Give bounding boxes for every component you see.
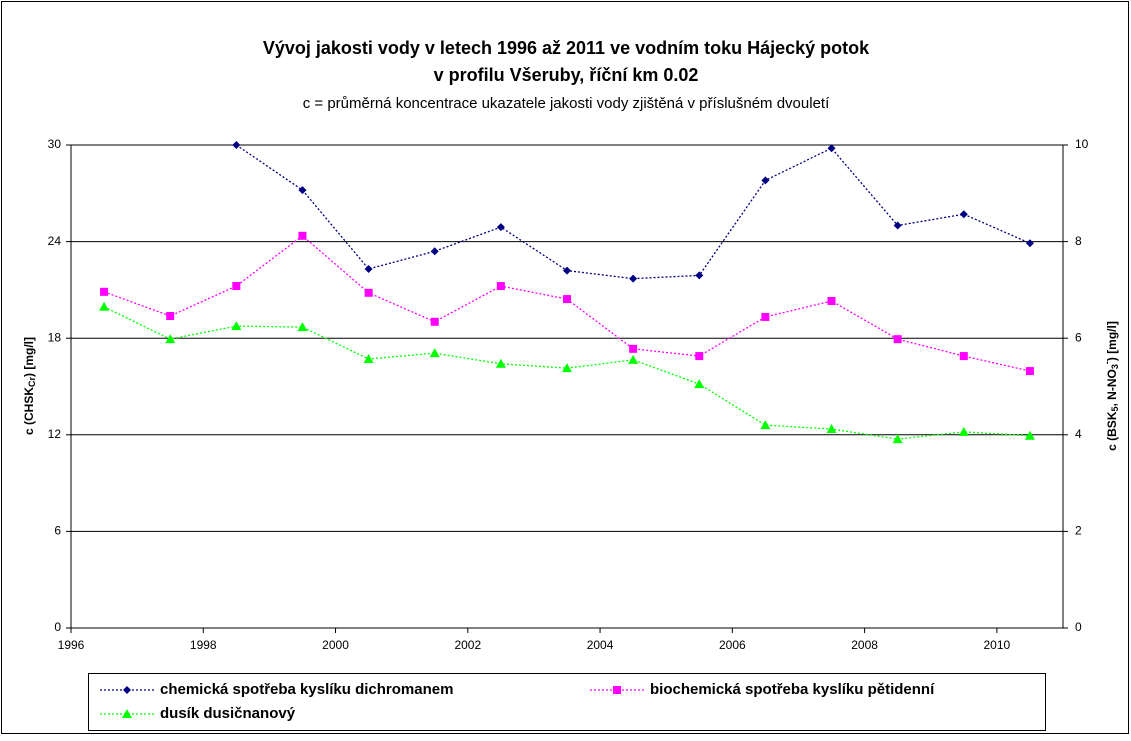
legend-label: dusík dusičnanový <box>160 705 296 722</box>
marker <box>1025 239 1034 248</box>
label-part: , N-NO <box>1105 369 1119 406</box>
chart-title: v profilu Všeruby, říční km 0.02 <box>434 65 699 85</box>
y-tick-label: 18 <box>48 330 62 344</box>
marker <box>495 358 506 368</box>
x-tick-label: 2010 <box>984 638 1011 652</box>
marker <box>99 301 110 311</box>
marker <box>760 420 771 430</box>
y2-axis-label: c (BSK5, N-NO3-) [mg/l] <box>1102 321 1120 451</box>
y2-tick-label: 8 <box>1075 234 1082 248</box>
marker <box>563 266 571 275</box>
y2-tick-label: 2 <box>1075 524 1082 538</box>
label-part: 5 <box>1110 407 1120 412</box>
label-part: Cr <box>27 377 37 387</box>
marker <box>695 271 704 280</box>
label-part: - <box>1102 361 1112 364</box>
marker <box>628 354 639 364</box>
legend <box>88 673 1046 731</box>
marker <box>165 334 176 344</box>
y2-tick-label: 10 <box>1075 137 1089 151</box>
marker <box>563 295 571 304</box>
x-tick-label: 2008 <box>851 638 878 652</box>
marker <box>122 709 132 718</box>
marker <box>430 247 439 256</box>
marker <box>1025 367 1034 376</box>
y-tick-label: 24 <box>48 234 62 248</box>
y-tick-label: 12 <box>48 427 62 441</box>
marker <box>761 176 770 185</box>
label-part: c (CHSK <box>22 387 36 435</box>
x-tick-label: 2004 <box>587 638 614 652</box>
y2-tick-label: 4 <box>1075 427 1082 441</box>
marker <box>166 311 175 320</box>
marker <box>364 264 373 273</box>
marker <box>629 344 638 353</box>
marker <box>496 282 505 291</box>
marker <box>363 353 374 363</box>
marker <box>364 288 373 297</box>
marker <box>429 348 440 358</box>
label-part: c (BSK <box>1105 411 1119 451</box>
marker <box>231 321 242 331</box>
marker <box>232 282 241 291</box>
label-part: ) [mg/l] <box>22 337 36 377</box>
marker <box>1024 430 1035 440</box>
y-tick-label: 6 <box>54 524 61 538</box>
marker <box>958 426 969 436</box>
marker <box>959 352 968 361</box>
y-tick-label: 30 <box>48 137 62 151</box>
marker <box>123 686 131 694</box>
x-tick-label: 2000 <box>322 638 349 652</box>
marker <box>694 379 705 389</box>
marker <box>827 144 836 153</box>
x-tick-label: 1996 <box>58 638 85 652</box>
chart-title: Vývoj jakosti vody v letech 1996 až 2011… <box>263 38 870 58</box>
marker <box>893 335 902 344</box>
chart-subtitle: c = průměrná koncentrace ukazatele jakos… <box>303 95 830 112</box>
marker <box>893 221 902 230</box>
legend-label: chemická spotřeba kyslíku dichromanem <box>160 681 453 698</box>
x-tick-label: 1998 <box>190 638 217 652</box>
marker <box>629 274 638 283</box>
marker <box>761 312 770 321</box>
y-tick-label: 0 <box>54 620 61 634</box>
y2-tick-label: 0 <box>1075 620 1082 634</box>
x-tick-label: 2002 <box>454 638 481 652</box>
marker <box>562 363 572 373</box>
marker <box>100 287 109 296</box>
marker <box>232 141 241 149</box>
marker <box>827 297 836 306</box>
marker <box>496 223 505 232</box>
marker <box>959 210 968 219</box>
marker <box>695 352 704 361</box>
label-part: 3 <box>1110 364 1120 369</box>
marker <box>892 434 903 444</box>
y2-tick-label: 6 <box>1075 330 1082 344</box>
marker <box>430 317 439 326</box>
y-axis-label: c (CHSKCr) [mg/l] <box>22 337 37 435</box>
marker <box>298 231 307 240</box>
marker <box>613 686 621 694</box>
marker <box>826 424 837 434</box>
legend-label: biochemická spotřeba kyslíku pětidenní <box>650 681 935 698</box>
x-tick-label: 2006 <box>719 638 746 652</box>
marker <box>298 186 307 195</box>
marker <box>297 322 308 332</box>
label-part: ) [mg/l] <box>1105 321 1119 361</box>
